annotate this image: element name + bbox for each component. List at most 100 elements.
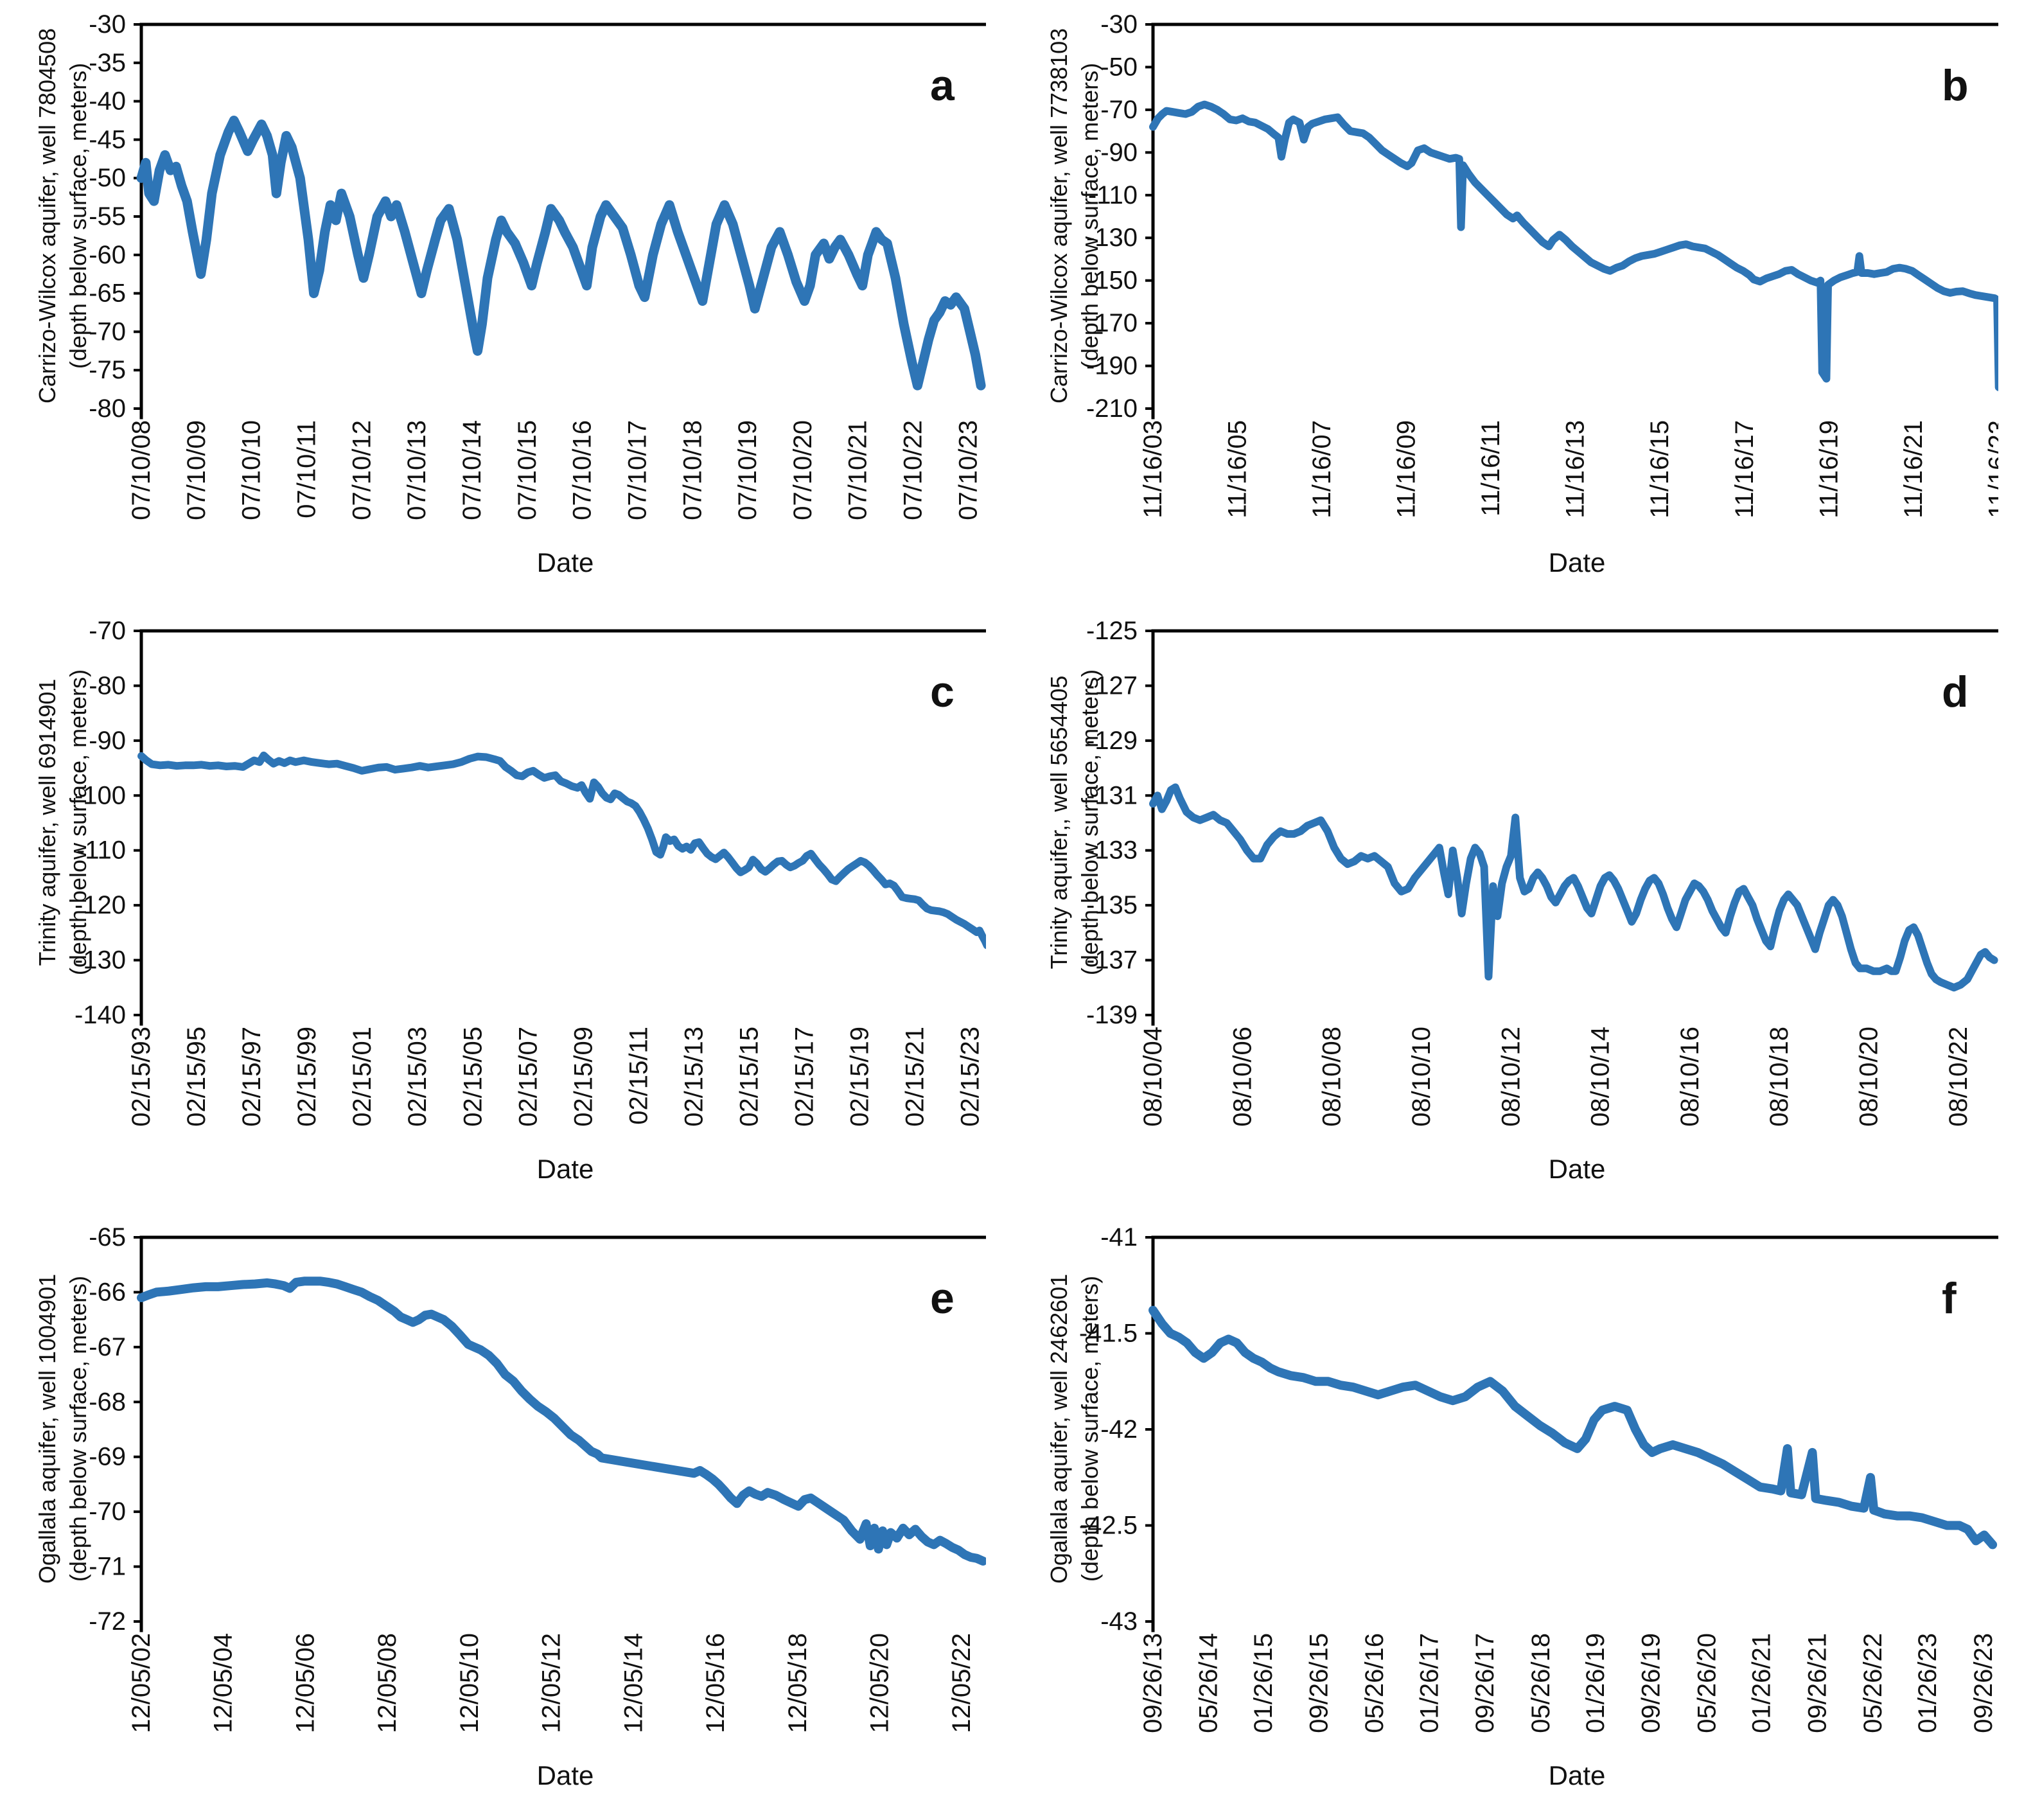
x-tick-label: 05/26/16 [1360, 1633, 1389, 1733]
y-axis-title-line1: Ogallala aquifer, well 2462601 [1046, 1273, 1072, 1584]
x-tick-label: 02/15/09 [569, 1027, 597, 1127]
x-tick-label: 12/05/06 [291, 1633, 319, 1733]
x-axis-label: Date [536, 547, 594, 578]
x-tick-label: 07/10/11 [293, 420, 321, 518]
x-tick-label: 11/16/03 [1139, 420, 1167, 518]
x-tick-label: 07/10/17 [623, 420, 651, 520]
x-tick-label: 12/05/08 [373, 1633, 401, 1733]
y-tick-label: -110 [1088, 181, 1138, 209]
x-tick-label: 11/16/19 [1815, 420, 1843, 518]
x-tick-label: 02/15/23 [956, 1027, 985, 1127]
x-tick-label: 08/10/06 [1228, 1027, 1256, 1127]
y-axis-title-line2: (depth below surface, meters) [1077, 1275, 1103, 1582]
x-tick-label: 08/10/18 [1765, 1027, 1793, 1127]
x-tick-label: 12/05/02 [127, 1633, 155, 1733]
x-tick-label: 12/05/16 [701, 1633, 730, 1733]
x-axis-label: Date [1548, 1154, 1606, 1184]
y-tick-label: -42 [1100, 1415, 1138, 1444]
x-tick-label: 11/16/05 [1224, 420, 1252, 518]
x-tick-label: 12/05/20 [866, 1633, 894, 1733]
panel-d: -125 -127 -129 -131 -133 -135 -137 -139 08/10/04… [1037, 617, 1998, 1203]
x-tick-label: 02/15/11 [624, 1027, 653, 1125]
y-tick-label: -30 [1100, 10, 1138, 39]
y-axis-title-line1: Trinity aquifer,, well 5654405 [1046, 675, 1072, 969]
x-tick-label: 12/05/22 [947, 1633, 976, 1733]
y-tick-label: -70 [89, 617, 126, 645]
x-tick-label: 07/10/14 [458, 420, 486, 520]
x-axis-label: Date [536, 1760, 594, 1790]
x-tick-label: 07/10/18 [678, 420, 707, 520]
y-axis-title-line1: Carrizo-Wilcox aquifer, well 7804508 [34, 28, 60, 404]
y-tick-label: -100 [75, 781, 126, 809]
x-tick-label: 08/10/08 [1318, 1027, 1346, 1127]
x-axis-ticks: 12/05/02 12/05/04 12/05/06 12/05/08 12/05/10… [127, 1633, 976, 1733]
y-axis-title-line1: Carrizo-Wilcox aquifer, well 7738103 [1046, 28, 1072, 404]
x-tick-label: 02/15/17 [791, 1027, 819, 1127]
x-tick-label: 01/26/21 [1748, 1633, 1776, 1733]
x-axis-ticks: 02/15/93 02/15/95 02/15/97 02/15/99 02/15/01… [127, 1027, 985, 1127]
x-tick-label: 09/26/19 [1637, 1633, 1666, 1733]
x-tick-label: 02/15/95 [182, 1027, 211, 1127]
panel-letter-f: f [1942, 1274, 1957, 1323]
data-line [136, 116, 986, 391]
y-tick-label: -133 [1086, 836, 1138, 865]
y-tick-label: -90 [1100, 138, 1138, 166]
x-tick-label: 11/16/23 [1984, 420, 1998, 518]
x-tick-label: 01/26/23 [1914, 1633, 1942, 1733]
x-tick-label: 08/10/14 [1587, 1027, 1615, 1127]
y-tick-label: -70 [89, 1498, 126, 1526]
y-tick-label: -71 [89, 1553, 126, 1581]
x-tick-label: 11/16/09 [1393, 420, 1421, 518]
x-tick-label: 07/10/22 [899, 420, 928, 520]
x-tick-label: 11/16/13 [1562, 420, 1590, 518]
x-tick-label: 12/05/18 [784, 1633, 812, 1733]
y-tick-label: -65 [89, 279, 126, 308]
x-tick-label: 01/26/17 [1416, 1633, 1444, 1733]
x-axis-ticks: 09/26/13 05/26/14 01/26/15 09/26/15 05/26/16… [1139, 1633, 1998, 1733]
y-tick-label: -67 [89, 1333, 126, 1361]
data-line [137, 1277, 986, 1566]
y-axis-ticks: -125 -127 -129 -131 -133 -135 -137 -139 [1086, 617, 1153, 1029]
x-tick-label: 02/15/93 [127, 1027, 155, 1127]
x-tick-label: 08/10/20 [1855, 1027, 1883, 1127]
y-tick-label: -43 [1100, 1607, 1138, 1636]
x-tick-label: 08/10/10 [1407, 1027, 1436, 1127]
y-axis-title-line2: (depth below surface, meters) [1077, 669, 1103, 976]
y-tick-label: -66 [89, 1278, 126, 1306]
x-tick-label: 11/16/15 [1646, 420, 1674, 518]
x-tick-label: 07/10/12 [348, 420, 376, 520]
axes [1151, 22, 1998, 420]
y-tick-label: -75 [89, 356, 126, 384]
y-tick-label: -210 [1086, 394, 1138, 423]
y-axis-title-line2: (depth below surface, meters) [65, 62, 91, 369]
chart-a-plot: -30-35-40-45-50-55-60-65-70-75-8007/10/0… [89, 10, 986, 520]
panel-b: -30 -50 -70 -90 -110 -130 -150 -170 -190 -210 11/1… [1037, 10, 1998, 596]
y-tick-label: -137 [1086, 946, 1138, 975]
x-tick-label: 02/15/97 [238, 1027, 266, 1127]
x-tick-label: 02/15/07 [514, 1027, 542, 1127]
x-tick-label: 02/15/21 [901, 1027, 929, 1127]
x-tick-label: 05/26/18 [1527, 1633, 1555, 1733]
y-axis-title-line2: (depth below surface, meters) [65, 1275, 91, 1582]
data-line [1149, 100, 1998, 391]
x-tick-label: 07/10/19 [734, 420, 762, 520]
y-tick-label: -170 [1086, 309, 1138, 337]
y-tick-label: -72 [89, 1607, 126, 1636]
y-tick-label: -45 [89, 125, 126, 154]
y-tick-label: -42.5 [1079, 1512, 1138, 1540]
y-tick-label: -140 [75, 1001, 126, 1029]
chart-d-plot: -125 -127 -129 -131 -133 -135 -137 -13908/10/04… [1086, 617, 1998, 1127]
x-tick-label: 07/10/09 [182, 420, 211, 520]
x-tick-label: 09/26/15 [1305, 1633, 1333, 1733]
y-tick-label: -65 [89, 1223, 126, 1251]
x-tick-label: 01/26/15 [1249, 1633, 1278, 1733]
axes [1151, 629, 1998, 1026]
x-tick-label: 07/10/23 [954, 420, 982, 520]
y-tick-label: -131 [1086, 781, 1138, 809]
x-tick-label: 02/15/01 [348, 1027, 376, 1127]
y-tick-label: -30 [89, 10, 126, 39]
y-tick-label: -150 [1086, 267, 1138, 295]
panel-c: -70 -80 -90 -100 -110 -120 -130 -140 02/15/93 02/… [26, 617, 986, 1203]
x-axis-label: Date [536, 1154, 594, 1184]
